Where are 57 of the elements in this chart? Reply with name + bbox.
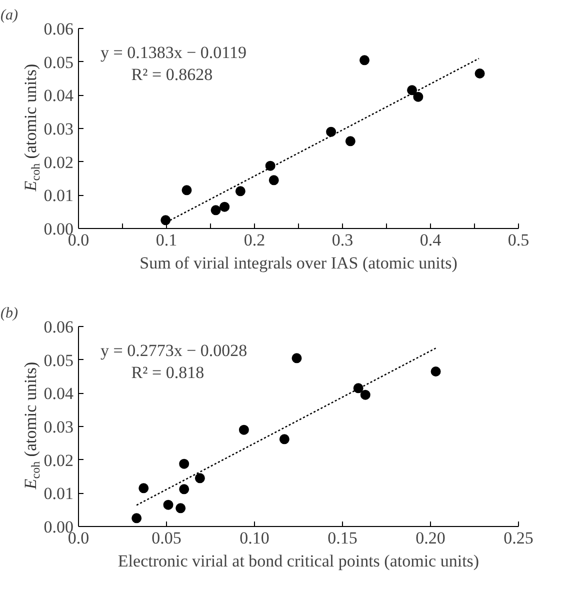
annotation: y = 0.2773x − 0.0028 — [100, 341, 248, 360]
x-tick-label: 0.25 — [504, 528, 534, 548]
point — [268, 175, 279, 186]
point — [430, 366, 441, 376]
point — [279, 434, 290, 444]
point — [238, 424, 249, 435]
point — [220, 202, 230, 212]
point — [182, 185, 192, 196]
y-tick-label: 0.04 — [44, 86, 74, 106]
point — [176, 503, 186, 514]
y-axis-title: Ecoh (atomic units) — [21, 64, 42, 192]
x-axis-title: Sum of virial integrals over IAS (atomic units) — [140, 254, 458, 272]
x-axis-title: Electronic virial at bond critical points (atomic units) — [118, 552, 480, 570]
point — [138, 483, 149, 494]
x-tick-label: 0.1 — [156, 230, 178, 250]
y-tick-label: 0.03 — [44, 120, 74, 138]
point — [179, 458, 190, 469]
point — [194, 473, 205, 484]
point — [474, 68, 485, 78]
x-tick-label: 0.20 — [416, 528, 446, 548]
annotation: R² = 0.8628 — [131, 65, 213, 84]
point — [265, 160, 276, 171]
y-tick-label: 0.05 — [44, 52, 74, 72]
y-tick-label: 0.02 — [44, 152, 74, 172]
point — [360, 390, 370, 400]
point — [132, 513, 142, 524]
x-tick-label: 0.5 — [508, 230, 530, 250]
y-tick-label: 0.03 — [44, 418, 74, 436]
point — [345, 136, 356, 146]
y-tick-label: 0.02 — [44, 450, 74, 470]
point — [360, 55, 370, 66]
point — [179, 484, 190, 494]
point — [413, 92, 424, 102]
y-tick-label: 0.06 — [44, 20, 74, 38]
x-tick-label: 0.15 — [328, 528, 358, 548]
point — [235, 186, 246, 196]
x-tick-label: 0.10 — [240, 528, 270, 548]
y-tick-label: 0.04 — [44, 384, 74, 404]
annotation: R² = 0.818 — [131, 363, 204, 382]
y-axis-title: Ecoh (atomic units) — [21, 362, 42, 490]
x-tick-label: 0.4 — [420, 230, 442, 250]
chart-title: (b) — [0, 306, 18, 322]
y-tick-label: 0.05 — [44, 350, 74, 370]
point — [210, 205, 221, 216]
y-tick-label: 0.06 — [44, 318, 74, 336]
y-tick-label: 0.01 — [44, 484, 74, 504]
point — [292, 353, 302, 364]
x-tick-label: 0.05 — [152, 528, 182, 548]
point — [353, 383, 364, 394]
point — [160, 215, 171, 226]
chart-title: (a) — [0, 8, 18, 24]
point — [326, 126, 336, 137]
point — [163, 500, 174, 510]
x-tick-label: 0.3 — [332, 230, 354, 250]
annotation: y = 0.1383x − 0.0119 — [100, 43, 247, 62]
y-tick-label: 0.01 — [44, 186, 74, 206]
x-tick-label: 0.2 — [244, 230, 266, 250]
